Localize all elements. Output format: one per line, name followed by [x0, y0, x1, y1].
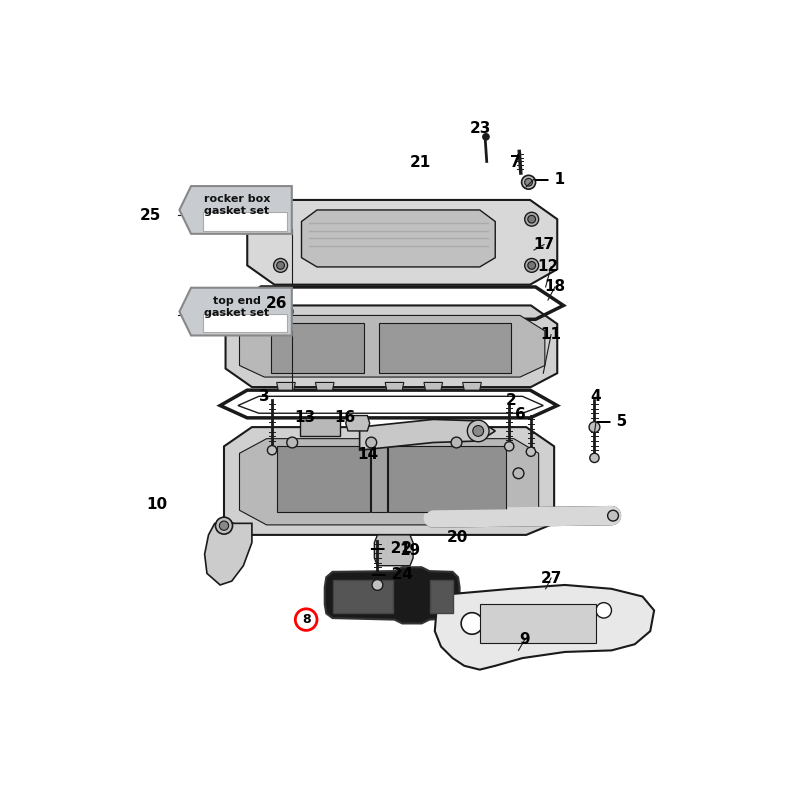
- Text: 27: 27: [540, 570, 562, 586]
- Text: top end
gasket set: top end gasket set: [204, 296, 270, 318]
- Polygon shape: [205, 523, 252, 585]
- Polygon shape: [480, 604, 596, 642]
- Text: — 24: — 24: [371, 567, 414, 582]
- Text: 12: 12: [538, 259, 558, 274]
- Polygon shape: [224, 427, 554, 535]
- Circle shape: [277, 215, 285, 223]
- Text: — 1: — 1: [534, 172, 565, 186]
- Circle shape: [482, 133, 490, 141]
- Circle shape: [513, 468, 524, 478]
- Circle shape: [267, 446, 277, 455]
- Text: 14: 14: [358, 447, 378, 462]
- Text: 4: 4: [590, 389, 602, 404]
- Polygon shape: [325, 567, 459, 623]
- Text: 3: 3: [259, 389, 270, 404]
- Circle shape: [215, 517, 233, 534]
- Circle shape: [526, 447, 535, 456]
- Circle shape: [366, 437, 377, 448]
- Text: 18: 18: [544, 279, 566, 294]
- Circle shape: [279, 305, 293, 318]
- Text: 11: 11: [541, 327, 562, 342]
- Text: — 22: — 22: [370, 542, 413, 556]
- Circle shape: [589, 422, 600, 433]
- Circle shape: [525, 212, 538, 226]
- Polygon shape: [202, 314, 287, 332]
- Circle shape: [596, 602, 611, 618]
- Polygon shape: [226, 306, 558, 387]
- Circle shape: [274, 212, 287, 226]
- Circle shape: [467, 420, 489, 442]
- Polygon shape: [277, 382, 295, 390]
- Polygon shape: [462, 382, 482, 390]
- Text: — 5: — 5: [596, 414, 627, 430]
- Polygon shape: [386, 382, 404, 390]
- Polygon shape: [179, 186, 292, 234]
- Polygon shape: [435, 585, 654, 670]
- Text: 7: 7: [510, 155, 521, 170]
- Polygon shape: [302, 210, 495, 267]
- Circle shape: [526, 612, 542, 627]
- Text: 6: 6: [515, 406, 526, 422]
- Circle shape: [277, 262, 285, 270]
- Polygon shape: [239, 315, 545, 377]
- Text: 20: 20: [446, 530, 468, 545]
- Circle shape: [461, 613, 483, 634]
- Polygon shape: [202, 212, 287, 230]
- Circle shape: [505, 442, 514, 451]
- Polygon shape: [374, 535, 413, 566]
- Polygon shape: [371, 446, 386, 512]
- Circle shape: [295, 609, 317, 630]
- Polygon shape: [333, 579, 393, 614]
- Circle shape: [286, 437, 298, 448]
- Circle shape: [525, 258, 538, 272]
- Polygon shape: [430, 579, 454, 614]
- Polygon shape: [424, 382, 442, 390]
- Text: 23: 23: [470, 121, 491, 136]
- Text: 21: 21: [410, 155, 431, 170]
- Ellipse shape: [608, 510, 618, 521]
- Polygon shape: [315, 382, 334, 390]
- Text: 9: 9: [519, 632, 530, 647]
- Polygon shape: [388, 446, 506, 512]
- Polygon shape: [300, 418, 340, 436]
- Text: 26: 26: [266, 296, 287, 311]
- Polygon shape: [360, 419, 495, 450]
- Text: 16: 16: [334, 410, 355, 426]
- Text: 17: 17: [534, 237, 554, 252]
- Circle shape: [219, 521, 229, 530]
- Polygon shape: [179, 288, 292, 335]
- Circle shape: [473, 426, 484, 436]
- Text: 10: 10: [146, 497, 167, 512]
- Polygon shape: [239, 438, 538, 525]
- Circle shape: [590, 454, 599, 462]
- Polygon shape: [346, 415, 370, 431]
- Text: 13: 13: [295, 410, 316, 426]
- Polygon shape: [247, 200, 558, 285]
- Text: 25: 25: [140, 208, 161, 223]
- Circle shape: [451, 437, 462, 448]
- Polygon shape: [270, 323, 363, 373]
- Text: 19: 19: [399, 542, 421, 558]
- Circle shape: [525, 178, 533, 186]
- Text: 8: 8: [302, 613, 310, 626]
- Circle shape: [274, 258, 287, 272]
- Circle shape: [372, 579, 383, 590]
- Polygon shape: [277, 446, 370, 512]
- Circle shape: [528, 215, 535, 223]
- Circle shape: [522, 175, 535, 189]
- Polygon shape: [379, 323, 510, 373]
- Text: 2: 2: [506, 393, 516, 408]
- Circle shape: [528, 262, 535, 270]
- Text: rocker box
gasket set: rocker box gasket set: [203, 194, 270, 216]
